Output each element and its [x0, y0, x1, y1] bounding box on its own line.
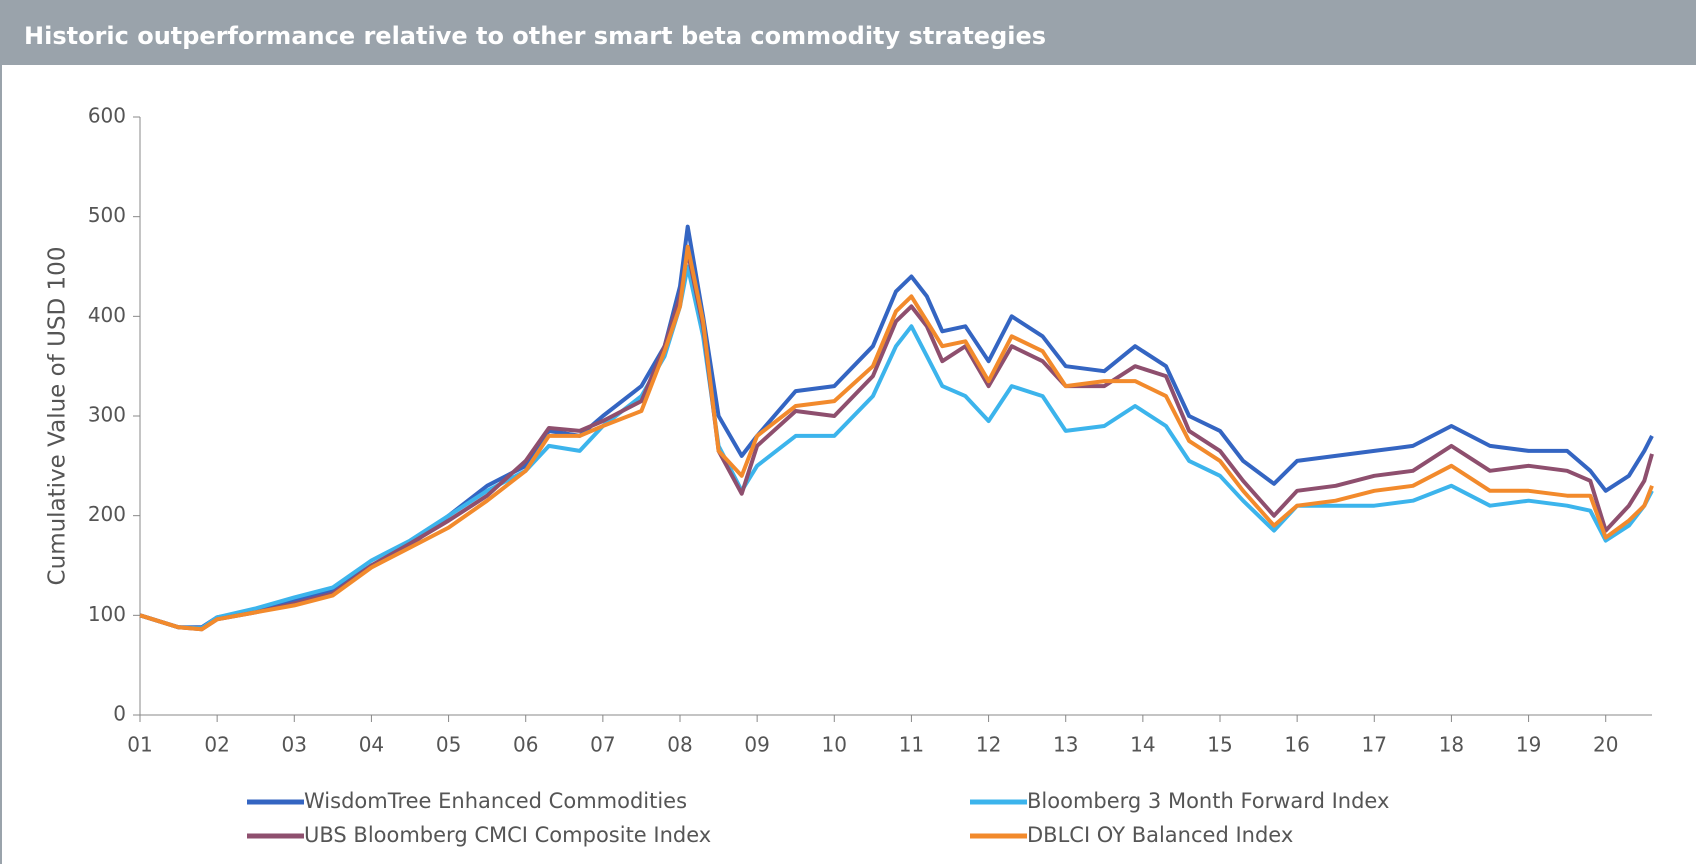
x-tick-label: 13 [1053, 733, 1078, 757]
x-tick-label: 14 [1130, 733, 1155, 757]
x-tick-label: 15 [1207, 733, 1232, 757]
legend-label: UBS Bloomberg CMCI Composite Index [304, 823, 711, 847]
x-tick-label: 20 [1593, 733, 1618, 757]
legend-label: Bloomberg 3 Month Forward Index [1027, 789, 1389, 813]
x-tick-label: 08 [667, 733, 692, 757]
x-tick-label: 01 [127, 733, 152, 757]
x-tick-label: 19 [1516, 733, 1541, 757]
y-tick-label: 0 [113, 702, 126, 726]
chart-title: Historic outperformance relative to othe… [24, 22, 1046, 50]
x-tick-label: 18 [1439, 733, 1464, 757]
x-tick-label: 03 [282, 733, 307, 757]
x-tick-label: 02 [204, 733, 229, 757]
y-tick-label: 100 [88, 602, 126, 626]
header-bar [0, 0, 1696, 65]
x-tick-label: 12 [976, 733, 1001, 757]
x-tick-label: 11 [899, 733, 924, 757]
x-tick-label: 17 [1362, 733, 1387, 757]
legend-label: DBLCI OY Balanced Index [1027, 823, 1293, 847]
x-tick-label: 07 [590, 733, 615, 757]
y-tick-label: 300 [88, 403, 126, 427]
x-tick-label: 09 [744, 733, 769, 757]
series-line [139, 249, 1654, 632]
y-axis-label: Cumulative Value of USD 100 [45, 247, 71, 586]
y-tick-label: 600 [88, 104, 126, 128]
series-line [139, 244, 1654, 632]
legend-label: WisdomTree Enhanced Commodities [304, 789, 687, 813]
y-tick-label: 400 [88, 303, 126, 327]
y-tick-label: 500 [88, 203, 126, 227]
x-tick-label: 10 [822, 733, 847, 757]
x-tick-label: 04 [359, 733, 384, 757]
x-tick-label: 05 [436, 733, 461, 757]
x-tick-label: 06 [513, 733, 538, 757]
y-tick-label: 200 [88, 502, 126, 526]
series-line [139, 264, 1654, 631]
x-tick-label: 16 [1284, 733, 1309, 757]
